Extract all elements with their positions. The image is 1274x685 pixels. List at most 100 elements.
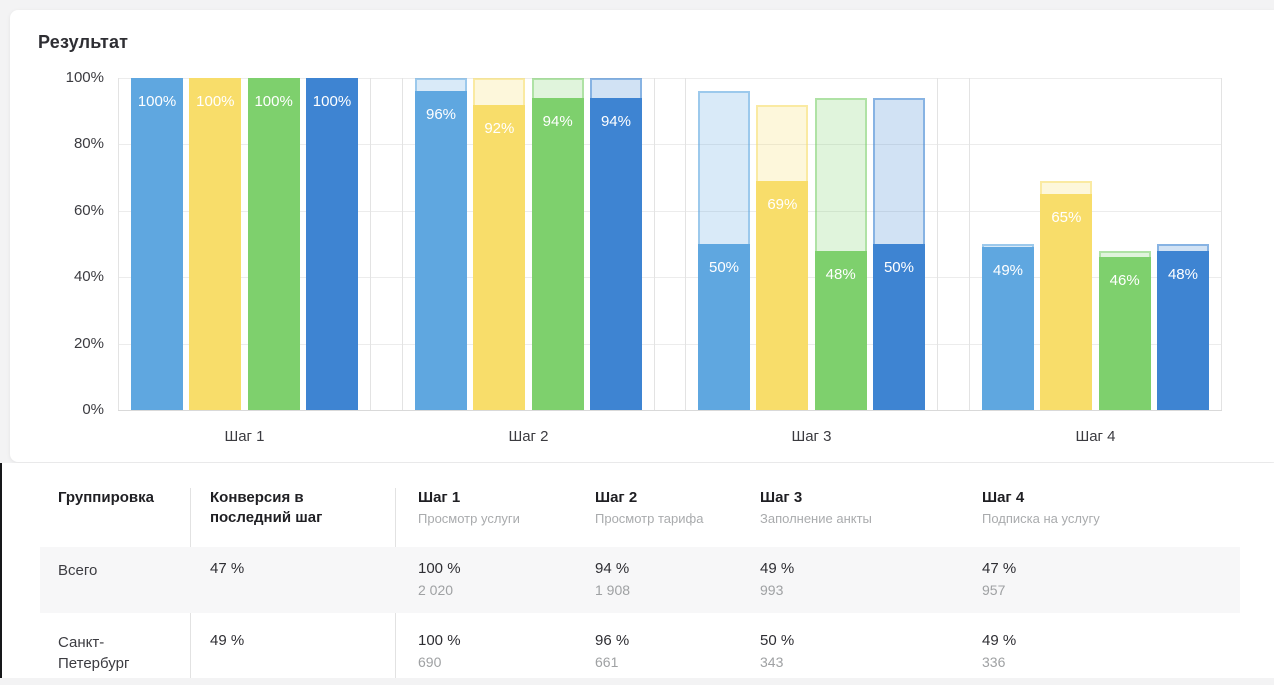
chart-group-3: 50% 69% 48% 50% <box>685 78 938 410</box>
series-light-blue-bar[interactable]: 100% <box>131 78 183 410</box>
y-axis-label: 80% <box>73 135 104 153</box>
x-axis-label: Шаг 1 <box>224 428 265 445</box>
column-title: Шаг 2 <box>595 489 638 506</box>
bar-slot: 100% <box>305 78 358 410</box>
y-axis: 100% 80% 60% 40% 20% 0% <box>10 69 104 418</box>
x-axis-label: Шаг 4 <box>1075 428 1116 445</box>
table-row: Санкт-Петербург 49 % 100 % 690 96 % 661 50 % 34… <box>40 619 1240 685</box>
column-subtitle: Подписка на услугу <box>982 511 1100 526</box>
series-green-bar[interactable]: 48% <box>814 250 867 410</box>
gridline <box>118 410 1222 411</box>
step-percent: 49 % <box>982 632 1017 649</box>
bar-slot: 100% <box>247 78 300 410</box>
step-percent: 96 % <box>595 632 630 649</box>
x-axis-label: Шаг 3 <box>791 428 832 445</box>
table-header: Группировка Конверсия в последний шаг Шаг … <box>0 463 1274 547</box>
bar-slot: 50% <box>698 78 750 410</box>
step-count: 343 <box>760 654 784 670</box>
table-left-edge-line <box>0 463 2 678</box>
series-green-bar[interactable]: 46% <box>1098 257 1151 410</box>
bar-slot: 100% <box>189 78 242 410</box>
series-yellow-bar[interactable]: 69% <box>756 180 809 410</box>
y-axis-label: 100% <box>65 69 104 86</box>
bar-value-label: 94% <box>542 112 573 130</box>
conversion-cell: 47 % <box>210 560 245 577</box>
grouping-cell: Всего <box>58 562 98 579</box>
step-count: 957 <box>982 582 1006 598</box>
step-1-cell: 100 % 2 020 <box>418 560 595 598</box>
series-dark-blue-bar[interactable]: 94% <box>589 97 642 410</box>
series-light-blue-bar[interactable]: 49% <box>982 247 1034 410</box>
page-title: Результат <box>38 32 129 52</box>
gridline <box>118 343 1222 345</box>
step-3-cell: 49 % 993 <box>760 560 982 598</box>
table-header-cell-3: Шаг 1 Просмотр услуги <box>418 488 595 547</box>
series-dark-blue-bar[interactable]: 50% <box>872 244 925 410</box>
step-4-cell: 49 % 336 <box>982 632 1240 674</box>
column-title: Шаг 4 <box>982 489 1025 506</box>
bar-slot: 48% <box>1156 78 1209 410</box>
column-title: Шаг 3 <box>760 489 803 506</box>
step-count: 336 <box>982 654 1006 670</box>
table-header-cell-6: Шаг 4 Подписка на услугу <box>982 488 1274 547</box>
bar-value-label: 94% <box>600 112 631 130</box>
step-percent: 94 % <box>595 560 630 577</box>
series-light-blue-bar[interactable]: 50% <box>698 244 750 410</box>
series-light-blue-bar[interactable]: 96% <box>415 91 467 410</box>
column-subtitle: Просмотр услуги <box>418 511 520 526</box>
series-yellow-bar[interactable]: 65% <box>1040 194 1093 410</box>
bar-value-label: 100% <box>137 93 177 110</box>
series-yellow-bar[interactable]: 92% <box>473 104 526 410</box>
bar-slot: 49% <box>982 78 1034 410</box>
bar-value-label: 100% <box>254 93 293 110</box>
series-green-bar[interactable]: 100% <box>247 78 300 410</box>
series-green-bar[interactable]: 94% <box>531 97 584 410</box>
y-axis-label: 60% <box>73 201 104 219</box>
bar-value-label: 100% <box>312 93 352 110</box>
step-count: 1 908 <box>595 582 631 598</box>
bar-value-label: 48% <box>825 265 856 283</box>
y-axis-label: 20% <box>73 334 104 352</box>
x-axis-label: Шаг 2 <box>508 428 549 445</box>
gridline <box>118 277 1222 279</box>
bar-value-label: 69% <box>767 195 798 213</box>
bar-value-label: 46% <box>1109 272 1140 290</box>
bar-value-label: 50% <box>883 259 914 276</box>
bar-value-label: 50% <box>708 259 740 276</box>
bar-value-label: 100% <box>196 93 235 110</box>
step-2-cell: 94 % 1 908 <box>595 560 760 598</box>
series-yellow-bar[interactable]: 100% <box>189 78 242 410</box>
conversion-cell: 49 % <box>210 632 245 649</box>
column-subtitle: Просмотр тарифа <box>595 511 704 526</box>
table-row: Всего 47 % 100 % 2 020 94 % 1 908 49 % 993 47 % 9… <box>40 547 1240 613</box>
bar-slot: 100% <box>131 78 183 410</box>
step-3-cell: 50 % 343 <box>760 632 982 674</box>
series-dark-blue-bar[interactable]: 100% <box>305 78 358 410</box>
chart-plot: 100% 100% 100% 100% 96% 92% 94% 94% 50% 69% 48% 50%… <box>118 78 1222 411</box>
bar-slot: 92% <box>473 78 526 410</box>
series-dark-blue-bar[interactable]: 48% <box>1156 250 1209 410</box>
step-count: 661 <box>595 654 619 670</box>
bar-slot: 94% <box>589 78 642 410</box>
gridline <box>118 210 1222 212</box>
bar-slot: 69% <box>756 78 809 410</box>
result-card: Результат 100% 80% 60% 40% 20% 0% 100% 100% 100… <box>10 10 1274 462</box>
chart-group-2: 96% 92% 94% 94% <box>402 78 655 410</box>
step-percent: 50 % <box>760 632 795 649</box>
bar-slot: 94% <box>531 78 584 410</box>
y-axis-label: 40% <box>73 268 104 286</box>
step-percent: 100 % <box>418 632 461 649</box>
bar-value-label: 96% <box>425 106 457 124</box>
step-percent: 100 % <box>418 560 461 577</box>
bar-value-label: 92% <box>484 119 515 137</box>
bar-slot: 48% <box>814 78 867 410</box>
bar-slot: 65% <box>1040 78 1093 410</box>
bar-slot: 46% <box>1098 78 1151 410</box>
table-header-cell-4: Шаг 2 Просмотр тарифа <box>595 488 760 547</box>
chart-group-4: 49% 65% 46% 48% <box>969 78 1222 410</box>
bar-value-label: 49% <box>992 262 1024 280</box>
column-title: Конверсия в последний шаг <box>210 489 323 526</box>
grouping-cell: Санкт-Петербург <box>58 634 130 672</box>
x-axis: Шаг 1 Шаг 2 Шаг 3 Шаг 4 <box>118 422 1222 446</box>
step-count: 2 020 <box>418 582 454 598</box>
